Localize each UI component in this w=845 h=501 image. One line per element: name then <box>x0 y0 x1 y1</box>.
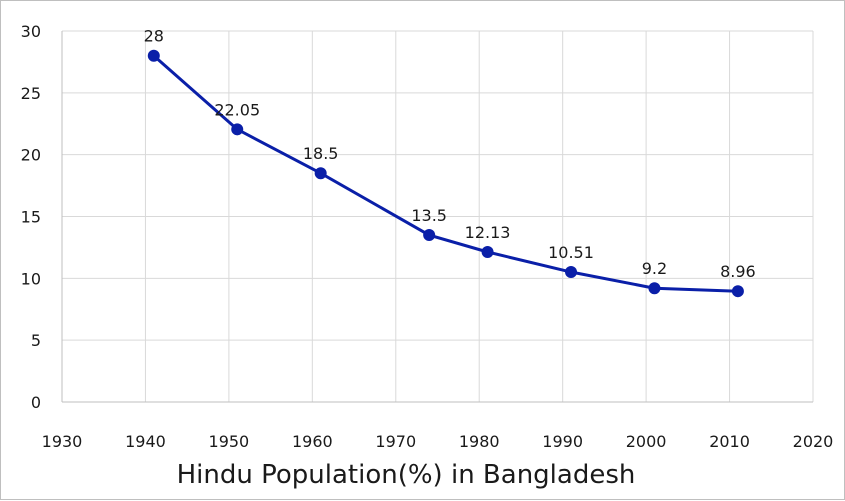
data-point <box>423 229 436 242</box>
x-tick-label: 2020 <box>793 432 834 451</box>
data-label: 18.5 <box>303 144 339 163</box>
data-label: 22.05 <box>214 100 260 119</box>
y-tick-label: 30 <box>21 22 41 41</box>
y-tick-label: 5 <box>31 331 41 350</box>
y-tick-label: 25 <box>21 84 41 103</box>
data-label: 28 <box>144 27 164 46</box>
data-point <box>147 49 160 62</box>
series-line <box>152 54 738 293</box>
x-tick-label: 1980 <box>459 432 500 451</box>
y-tick-label: 0 <box>31 393 41 412</box>
x-tick-label: 2000 <box>626 432 667 451</box>
data-point <box>648 282 661 295</box>
data-label: 13.5 <box>411 206 447 225</box>
data-point <box>565 266 578 279</box>
data-label: 9.2 <box>642 259 667 278</box>
x-tick-label: 1990 <box>542 432 583 451</box>
x-tick-label: 2010 <box>709 432 750 451</box>
data-point <box>314 167 327 180</box>
data-point <box>231 123 244 136</box>
data-label: 10.51 <box>548 243 594 262</box>
y-tick-label: 20 <box>21 146 41 165</box>
data-point <box>481 245 494 258</box>
data-point <box>731 285 744 298</box>
x-tick-label: 1970 <box>375 432 416 451</box>
x-tick-label: 1950 <box>209 432 250 451</box>
y-tick-label: 10 <box>21 269 41 288</box>
chart-title: Hindu Population(%) in Bangladesh <box>177 460 636 490</box>
x-tick-label: 1960 <box>292 432 333 451</box>
data-label: 12.13 <box>465 223 511 242</box>
data-label: 8.96 <box>720 262 756 281</box>
x-tick-label: 1930 <box>42 432 83 451</box>
x-tick-label: 1940 <box>125 432 166 451</box>
y-tick-label: 15 <box>21 208 41 227</box>
